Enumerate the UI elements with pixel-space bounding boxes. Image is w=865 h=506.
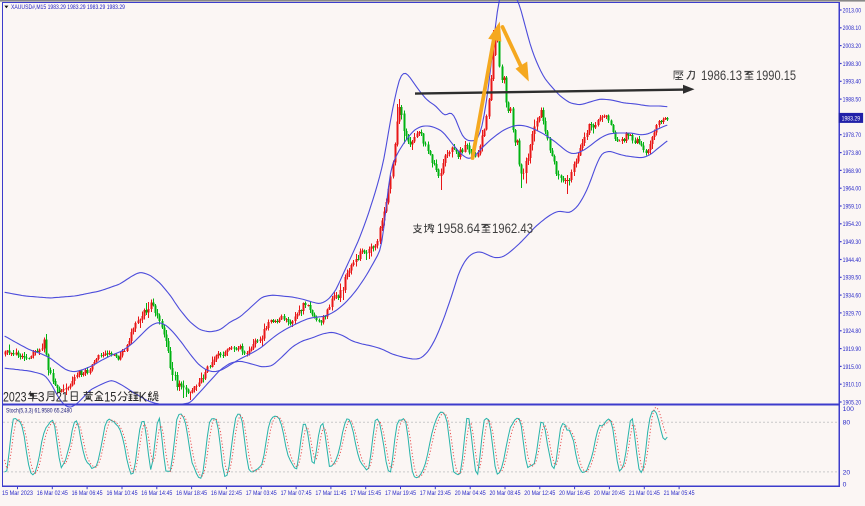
svg-text:0: 0 xyxy=(843,481,847,488)
svg-text:1949.30: 1949.30 xyxy=(843,239,862,246)
svg-text:1962.43: 1962.43 xyxy=(492,221,533,236)
svg-text:15: 15 xyxy=(104,390,116,405)
svg-text:16 Mar 10:45: 16 Mar 10:45 xyxy=(107,490,138,497)
svg-text:1924.80: 1924.80 xyxy=(843,328,862,335)
svg-text:16 Mar 22:45: 16 Mar 22:45 xyxy=(211,490,242,497)
svg-text:16 Mar 18:45: 16 Mar 18:45 xyxy=(176,490,207,497)
svg-text:1964.00: 1964.00 xyxy=(843,186,862,193)
svg-text:21 Mar 01:45: 21 Mar 01:45 xyxy=(629,490,660,497)
svg-text:1944.40: 1944.40 xyxy=(843,257,862,264)
svg-text:17 Mar 11:45: 17 Mar 11:45 xyxy=(315,490,346,497)
svg-text:1998.30: 1998.30 xyxy=(843,61,862,68)
svg-text:2003.20: 2003.20 xyxy=(843,43,862,50)
svg-text:20 Mar 16:45: 20 Mar 16:45 xyxy=(559,490,590,497)
svg-text:1986.13: 1986.13 xyxy=(701,68,742,83)
svg-text:16 Mar 14:45: 16 Mar 14:45 xyxy=(141,490,172,497)
svg-text:20 Mar 08:45: 20 Mar 08:45 xyxy=(490,490,521,497)
svg-text:17 Mar 15:45: 17 Mar 15:45 xyxy=(350,490,381,497)
svg-text:21 Mar 05:45: 21 Mar 05:45 xyxy=(664,490,695,497)
svg-text:100: 100 xyxy=(843,406,855,413)
svg-text:20: 20 xyxy=(843,469,851,476)
svg-text:1959.10: 1959.10 xyxy=(843,203,862,210)
svg-text:1919.90: 1919.90 xyxy=(843,346,862,353)
svg-text:21: 21 xyxy=(56,390,68,405)
svg-text:16 Mar 02:45: 16 Mar 02:45 xyxy=(37,490,68,497)
svg-text:3: 3 xyxy=(38,390,45,405)
svg-text:1939.50: 1939.50 xyxy=(843,275,862,282)
svg-text:1978.70: 1978.70 xyxy=(843,132,862,139)
svg-text:17 Mar 07:45: 17 Mar 07:45 xyxy=(281,490,312,497)
svg-text:1993.40: 1993.40 xyxy=(843,79,862,86)
svg-text:1954.20: 1954.20 xyxy=(843,221,862,228)
svg-text:17 Mar 19:45: 17 Mar 19:45 xyxy=(385,490,416,497)
svg-text:1973.80: 1973.80 xyxy=(843,150,862,157)
svg-text:XAUUSD#,M15 1983.29 1983.29 1: XAUUSD#,M15 1983.29 1983.29 1983.29 1983… xyxy=(11,4,125,11)
svg-text:17 Mar 23:45: 17 Mar 23:45 xyxy=(420,490,451,497)
svg-text:16 Mar 06:45: 16 Mar 06:45 xyxy=(72,490,103,497)
svg-text:1958.64: 1958.64 xyxy=(437,221,480,236)
svg-text:80: 80 xyxy=(843,420,851,427)
svg-text:1910.10: 1910.10 xyxy=(843,382,862,389)
svg-text:1915.00: 1915.00 xyxy=(843,364,862,371)
svg-text:K: K xyxy=(139,390,147,405)
svg-text:1905.20: 1905.20 xyxy=(843,399,862,406)
svg-text:2013.00: 2013.00 xyxy=(843,7,862,14)
svg-text:Stoch(5,3,3) 61.9580 65.2480: Stoch(5,3,3) 61.9580 65.2480 xyxy=(6,408,72,415)
svg-text:15 Mar 2023: 15 Mar 2023 xyxy=(2,490,33,497)
svg-text:2008.10: 2008.10 xyxy=(843,25,862,32)
svg-text:1934.60: 1934.60 xyxy=(843,293,862,300)
svg-text:1990.15: 1990.15 xyxy=(756,68,796,83)
svg-text:1929.70: 1929.70 xyxy=(843,310,862,317)
svg-text:20 Mar 12:45: 20 Mar 12:45 xyxy=(524,490,555,497)
svg-text:20 Mar 20:45: 20 Mar 20:45 xyxy=(594,490,625,497)
svg-text:20 Mar 04:45: 20 Mar 04:45 xyxy=(455,490,486,497)
svg-text:1983.29: 1983.29 xyxy=(842,115,861,122)
svg-text:17 Mar 03:45: 17 Mar 03:45 xyxy=(246,490,277,497)
svg-text:1968.90: 1968.90 xyxy=(843,168,862,175)
svg-text:2023: 2023 xyxy=(3,390,27,405)
svg-text:1988.50: 1988.50 xyxy=(843,97,862,104)
